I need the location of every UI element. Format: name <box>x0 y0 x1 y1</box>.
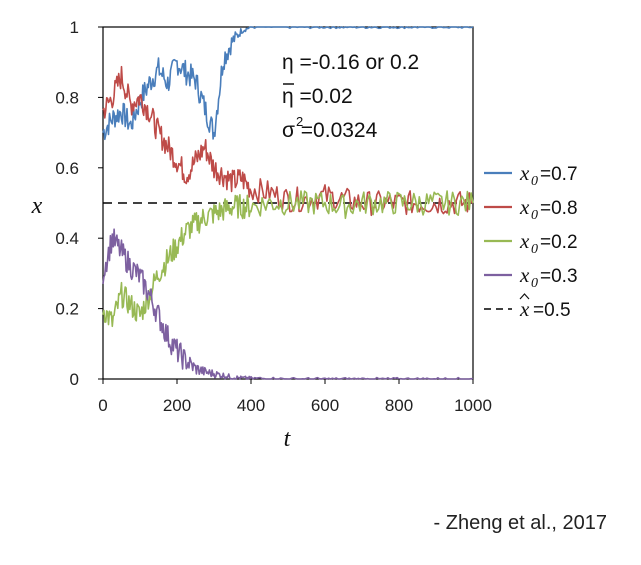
annotation-eta: η =-0.16 or 0.2 <box>282 51 419 74</box>
legend-subscript: 0 <box>531 208 538 223</box>
legend-subscript: 0 <box>531 276 538 291</box>
y-tick-label: 1 <box>70 18 79 37</box>
legend-value: =0.5 <box>533 300 571 321</box>
series-line-3 <box>102 228 474 380</box>
series-line-2 <box>102 190 474 328</box>
legend-symbol: x <box>519 297 530 321</box>
legend-value: =0.8 <box>540 198 578 219</box>
x-tick-label: 800 <box>385 396 413 415</box>
legend-entry: x =0.5 <box>484 293 571 321</box>
legend-subscript: 0 <box>531 242 538 257</box>
legend-symbol: x <box>519 263 530 287</box>
legend-value: =0.2 <box>540 232 578 253</box>
legend-entry: x 0 =0.3 <box>484 263 578 291</box>
y-tick-label: 0 <box>70 370 79 389</box>
citation-credit: - Zheng et al., 2017 <box>433 512 607 534</box>
x-tick-label: 600 <box>311 396 339 415</box>
legend-symbol: x <box>519 161 530 185</box>
legend-hat <box>519 293 530 300</box>
legend-entry: x 0 =0.7 <box>484 161 578 189</box>
x-tick-label: 200 <box>163 396 191 415</box>
x-tick-label: 400 <box>237 396 265 415</box>
x-axis-title: t <box>284 426 292 452</box>
annotation-sigma: σ =0.0324 <box>282 119 378 142</box>
legend: x 0 =0.7x 0 =0.8x 0 =0.2x 0 =0.3x =0.5 <box>484 161 578 321</box>
legend-subscript: 0 <box>531 174 538 189</box>
series-line-0 <box>102 26 474 141</box>
legend-symbol: x <box>519 195 530 219</box>
legend-value: =0.7 <box>540 164 578 185</box>
legend-value: =0.3 <box>540 266 578 287</box>
y-tick-label: 0.2 <box>55 300 79 319</box>
y-tick-label: 0.8 <box>55 88 79 107</box>
annotation-eta-bar: η =0.02 <box>282 85 353 108</box>
x-tick-label: 1000 <box>454 396 492 415</box>
y-tick-label: 0.4 <box>55 229 79 248</box>
axis-layer: 0 200 400 600 800 1000 0 0.2 0.4 0.6 0.8 1 <box>55 18 492 415</box>
x-tick-label: 0 <box>98 396 107 415</box>
legend-entry: x 0 =0.2 <box>484 229 578 257</box>
annotation-sigma-superscript: 2 <box>296 114 303 129</box>
series-layer <box>102 26 474 380</box>
annotation-block: η =-0.16 or 0.2 η =0.02 σ =0.0324 2 <box>282 51 419 142</box>
legend-entry: x 0 =0.8 <box>484 195 578 223</box>
y-tick-label: 0.6 <box>55 159 79 178</box>
legend-symbol: x <box>519 229 530 253</box>
y-axis-title: x <box>31 193 43 219</box>
